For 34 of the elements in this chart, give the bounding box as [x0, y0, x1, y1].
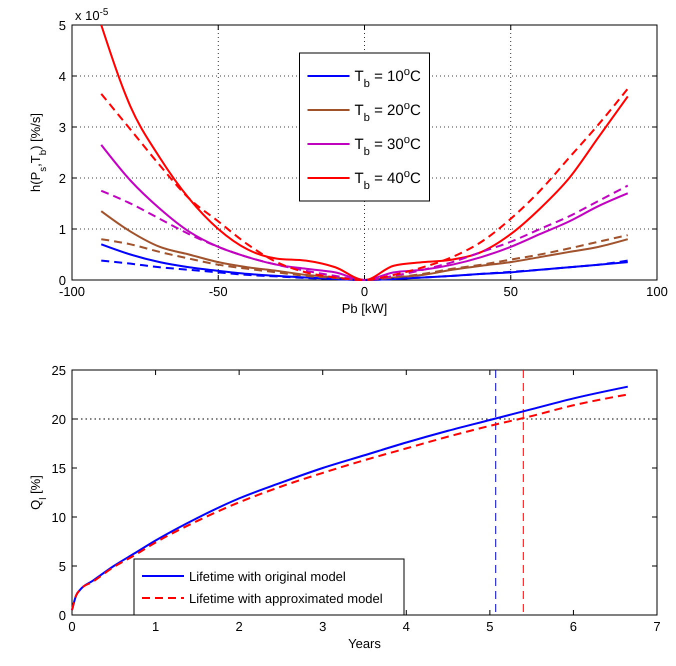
x-axis-title: Pb [kW] — [342, 301, 388, 316]
text: x 10$^{-5}$ — [75, 6, 109, 23]
x-tick-label: 3 — [319, 619, 326, 634]
x-axis-title: Years — [348, 636, 382, 651]
x-tick-label: 7 — [653, 619, 661, 634]
y-tick-label: 0 — [58, 608, 66, 623]
line-series — [100, 210, 629, 281]
y-tick-label: 5 — [58, 559, 66, 574]
legend-label: Lifetime with original model — [189, 569, 346, 584]
y-tick-label: 3 — [58, 120, 66, 135]
legend-label: T$_{b}$ = 30$^{o}$C — [354, 134, 421, 158]
y-tick-label: 5 — [58, 18, 66, 33]
x-tick-label: -50 — [208, 284, 228, 299]
x-tick-label: 1 — [152, 619, 160, 634]
y-tick-label: 10 — [52, 510, 66, 525]
legend-label: T$_{b}$ = 40$^{o}$C — [354, 168, 421, 192]
y-tick-label: 4 — [58, 69, 66, 84]
y-tick-label: 15 — [52, 461, 66, 476]
x-tick-label: 6 — [570, 619, 578, 634]
x-tick-label: 2 — [236, 619, 243, 634]
line-series — [100, 24, 629, 281]
x-tick-label: 0 — [68, 619, 76, 634]
y-tick-label: 2 — [58, 171, 66, 186]
x-tick-label: 100 — [646, 284, 668, 299]
x-tick-label: 0 — [360, 284, 368, 299]
y-tick-label: 20 — [52, 412, 66, 427]
legend-label: Lifetime with approximated model — [189, 591, 383, 606]
y-tick-label: 1 — [58, 222, 66, 237]
x-tick-label: 5 — [486, 619, 494, 634]
x-tick-label: 50 — [504, 284, 518, 299]
legend-label: T$_{b}$ = 20$^{o}$C — [354, 100, 421, 124]
legend-label: T$_{b}$ = 10$^{o}$C — [354, 66, 421, 90]
y-tick-label: 25 — [52, 363, 66, 378]
x-tick-label: 4 — [402, 619, 410, 634]
